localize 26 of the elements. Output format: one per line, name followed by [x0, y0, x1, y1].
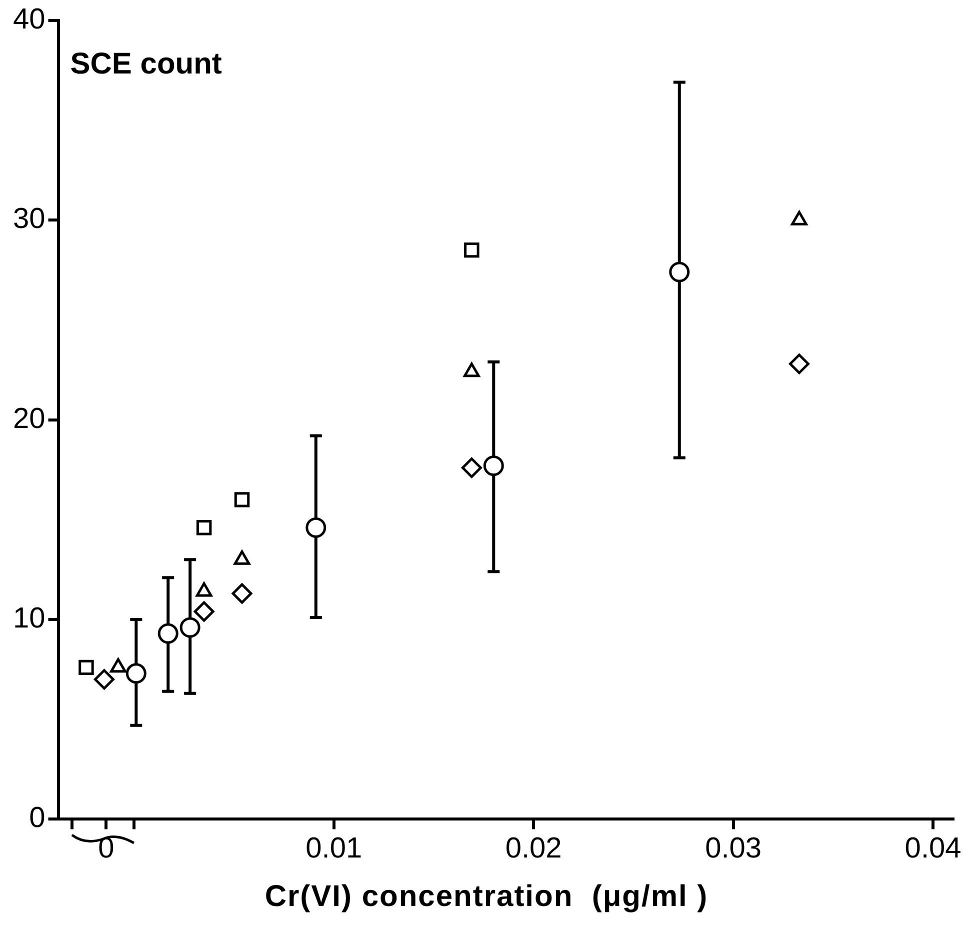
x-axis-title: Cr(VI) concentration (μg/ml ): [264, 880, 710, 914]
y-tick-label: 30: [12, 203, 46, 236]
point: [158, 623, 178, 644]
point: [669, 262, 690, 282]
point: [788, 354, 810, 374]
point: [232, 583, 252, 604]
y-tick-label: 10: [12, 602, 46, 634]
x-tick-label: 0.02: [505, 832, 562, 865]
point: [483, 455, 504, 476]
x-tick-label: 0.03: [705, 832, 762, 865]
y-tick-label: 40: [12, 3, 46, 36]
point: [94, 669, 114, 690]
y-tick-label: 20: [12, 402, 46, 435]
point: [461, 457, 482, 478]
x-tick-label: 0.04: [904, 832, 962, 865]
y-axis-title: SCE count: [70, 48, 222, 81]
point: [194, 601, 214, 622]
x-tick-label: 0.01: [306, 832, 362, 865]
point: [196, 520, 212, 536]
point: [234, 492, 250, 508]
point: [306, 517, 326, 538]
y-tick-label: 0: [29, 802, 46, 834]
point: [464, 242, 480, 258]
point: [78, 660, 94, 676]
point: [180, 617, 200, 638]
point: [126, 663, 146, 684]
